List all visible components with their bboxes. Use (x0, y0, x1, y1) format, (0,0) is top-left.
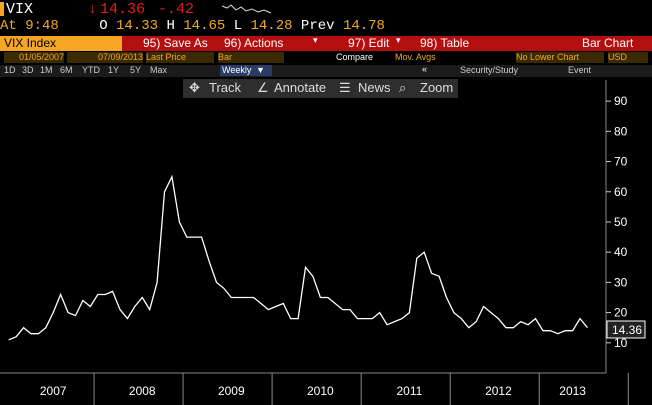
low-label: L (233, 18, 243, 34)
security-box[interactable]: VIX Index (0, 36, 122, 51)
y-tick-label: 70 (614, 155, 628, 169)
y-tick-label: 60 (614, 185, 628, 199)
compare[interactable]: Compare (336, 52, 374, 62)
prev-label: Prev (300, 18, 335, 34)
toolbar-button[interactable]: News (358, 80, 391, 95)
range-button[interactable]: 3D (22, 65, 34, 75)
range-row: Weekly ▼ « Security/Study Event 1D 3D 1M 6M… (0, 64, 652, 77)
x-tick-label: 2013 (559, 384, 586, 398)
toolbar-button[interactable]: Track (209, 80, 242, 95)
x-tick-label: 2012 (485, 384, 512, 398)
y-tick-label: 90 (614, 94, 628, 108)
x-tick-label: 2009 (218, 384, 245, 398)
chart-toolbar: ✥ Track ∠ Annotate ☰ News ⌕ Zoom (183, 79, 458, 98)
x-tick-label: 2011 (396, 384, 422, 398)
change: -.42 (158, 1, 195, 18)
collapse[interactable]: « (422, 64, 428, 74)
view-label: Bar Chart (582, 36, 634, 50)
toolbar-icon: ∠ (257, 80, 269, 95)
low: 14.28 (250, 18, 293, 34)
range-button[interactable]: 1Y (108, 65, 120, 75)
y-tick-label: 80 (614, 124, 628, 138)
time: At 9:48 (0, 18, 59, 34)
quote-line: At 9:48 O 14.33 H 14.65 L 14.28 Prev 14.… (0, 18, 385, 34)
toolbar-button[interactable]: Annotate (274, 80, 327, 95)
range-button[interactable]: 1D (4, 65, 16, 75)
open: 14.33 (116, 18, 159, 34)
range-button[interactable]: 1M (40, 65, 53, 75)
y-tick-label: 30 (614, 275, 628, 289)
toolbar-icon: ⌕ (399, 80, 407, 95)
indicator (0, 2, 4, 16)
period[interactable]: Weekly (220, 65, 272, 76)
last-price: 14.36 (100, 1, 146, 18)
dropdown-arrow: ▾ (313, 35, 318, 45)
field[interactable]: Last Price (146, 52, 214, 63)
toolbar-button[interactable]: Zoom (420, 80, 454, 95)
toolbar-icon: ☰ (339, 80, 351, 95)
x-tick-label: 2008 (129, 384, 156, 398)
menu-bar: VIX Index 95) Save As 96) Actions ▾ 97) … (0, 35, 652, 51)
end-date[interactable]: 07/09/2013 (67, 52, 143, 63)
menu-item[interactable]: 95) Save As (143, 36, 208, 50)
high: 14.65 (183, 18, 226, 34)
event[interactable]: Event (568, 65, 592, 75)
range-button[interactable]: Max (150, 65, 168, 75)
x-tick-label: 2010 (307, 384, 334, 398)
range-button[interactable]: 6M (60, 65, 73, 75)
high-label: H (166, 18, 175, 34)
last-price-label: 14.36 (612, 323, 642, 337)
currency[interactable]: USD (608, 52, 648, 63)
menu-item[interactable]: 96) Actions (224, 36, 284, 50)
arrow: ↓ (88, 1, 98, 18)
range-button[interactable]: YTD (82, 65, 100, 75)
lower-chart[interactable]: No Lower Chart (516, 52, 604, 63)
header: VIX ↓ 14.36 -.42 At 9:48 O 14.33 H 14.65… (0, 0, 652, 36)
mov-avgs[interactable]: Mov. Avgs (395, 52, 436, 62)
y-tick-label: 20 (614, 306, 628, 320)
menu-item[interactable]: 98) Table (420, 36, 470, 50)
style[interactable]: Bar (218, 52, 284, 63)
dropdown-arrow: ▾ (396, 35, 401, 45)
price-line (8, 174, 589, 341)
study[interactable]: Security/Study (460, 65, 519, 75)
dropdown-arrow: ▼ (256, 65, 265, 75)
last-price-box (606, 320, 646, 339)
toolbar-icon: ✥ (189, 80, 200, 95)
x-tick-label: 2007 (40, 384, 67, 398)
ticker: VIX (6, 1, 34, 18)
controls-row: 01/05/2007 07/09/2013 Last Price Bar Com… (0, 52, 652, 64)
y-tick-label: 40 (614, 245, 628, 259)
range-button[interactable]: 5Y (130, 65, 142, 75)
y-tick-label: 10 (614, 336, 628, 350)
prev: 14.78 (342, 18, 385, 34)
menu-item[interactable]: 97) Edit (348, 36, 390, 50)
open-label: O (99, 18, 108, 34)
sparkline (222, 4, 272, 14)
y-tick-label: 50 (614, 215, 628, 229)
start-date[interactable]: 01/05/2007 (4, 52, 64, 63)
